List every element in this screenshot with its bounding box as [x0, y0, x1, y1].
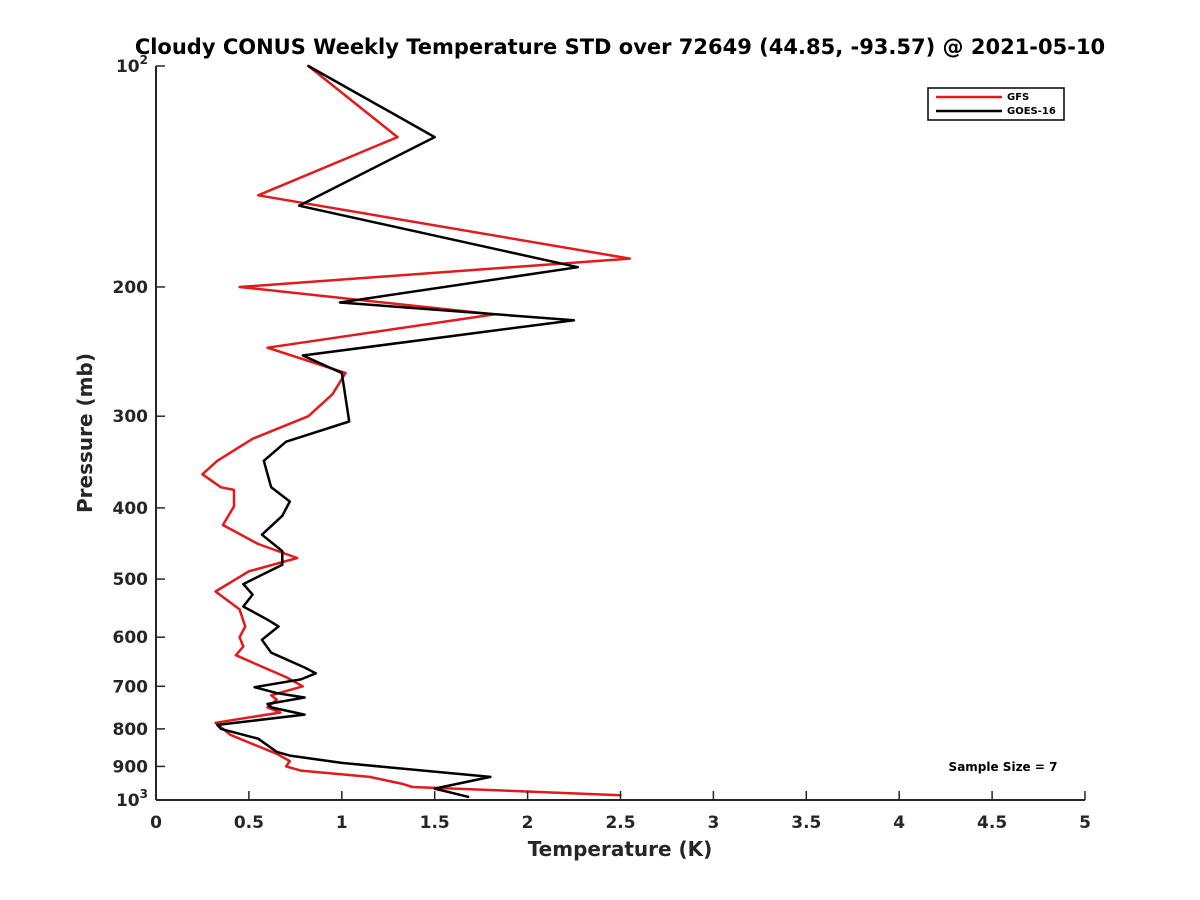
y-ticks: 102 200 300 400 500 600 700 800 900 103 [113, 53, 165, 811]
y-tick-label: 300 [113, 407, 149, 427]
y-tick-label: 500 [113, 570, 149, 590]
x-tick-label: 3 [707, 813, 719, 833]
x-axis-label: Temperature (K) [528, 837, 713, 861]
x-tick-label: 5 [1079, 813, 1091, 833]
y-tick-label: 700 [113, 677, 149, 697]
y-axis-label: Pressure (mb) [73, 353, 97, 513]
y-tick-label: 102 [116, 53, 148, 77]
x-tick-label: 0 [150, 813, 162, 833]
x-tick-label: 3.5 [791, 813, 821, 833]
y-tick-label: 200 [113, 278, 149, 298]
y-tick-label: 103 [116, 787, 148, 811]
x-ticks: 0 0.5 1 1.5 2 2.5 3 3.5 4 4.5 5 [150, 791, 1091, 833]
chart-title: Cloudy CONUS Weekly Temperature STD over… [135, 35, 1105, 59]
legend: GFS GOES-16 [927, 87, 1065, 121]
y-tick-label: 800 [113, 720, 149, 740]
x-tick-label: 0.5 [234, 813, 264, 833]
legend-label-gfs: GFS [1007, 92, 1029, 103]
x-tick-label: 4.5 [977, 813, 1007, 833]
legend-box [927, 87, 1065, 121]
axes [155, 66, 1085, 801]
series-line-goes16 [216, 64, 580, 799]
x-tick-label: 2 [522, 813, 534, 833]
y-tick-label: 900 [113, 757, 149, 777]
plot-series [201, 64, 632, 799]
x-tick-label: 1 [336, 813, 348, 833]
x-tick-label: 2.5 [605, 813, 635, 833]
y-tick-label: 400 [113, 499, 149, 519]
sample-size-annotation: Sample Size = 7 [949, 760, 1058, 774]
x-tick-label: 1.5 [420, 813, 450, 833]
y-tick-label: 600 [113, 628, 149, 648]
legend-label-goes16: GOES-16 [1007, 106, 1056, 117]
x-tick-label: 4 [893, 813, 905, 833]
